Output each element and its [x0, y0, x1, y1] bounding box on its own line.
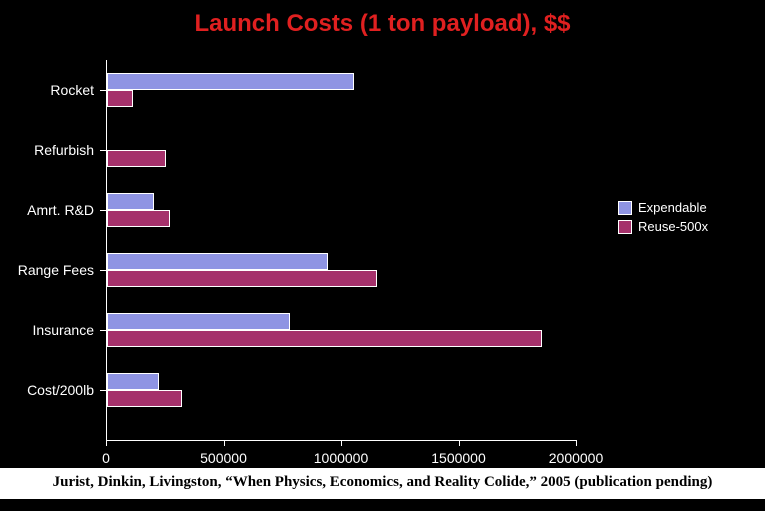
x-tick-label: 500000 — [200, 450, 247, 466]
legend-swatch — [618, 201, 632, 215]
legend: Expendable Reuse-500x — [618, 200, 708, 238]
bar-expendable — [107, 73, 354, 90]
x-tick — [224, 440, 225, 446]
x-tick-label: 0 — [102, 450, 110, 466]
bar-expendable — [107, 193, 154, 210]
category-label: Refurbish — [34, 142, 94, 158]
bar-reuse — [107, 90, 133, 107]
y-tick — [100, 90, 106, 91]
x-tick-label: 1500000 — [431, 450, 486, 466]
legend-label: Expendable — [638, 200, 707, 215]
bar-expendable — [107, 373, 159, 390]
x-tick-label: 1000000 — [314, 450, 369, 466]
y-tick — [100, 150, 106, 151]
x-tick — [576, 440, 577, 446]
category-label: Range Fees — [18, 262, 94, 278]
y-tick — [100, 270, 106, 271]
x-tick — [341, 440, 342, 446]
x-tick — [106, 440, 107, 446]
bar-expendable — [107, 253, 328, 270]
legend-swatch — [618, 220, 632, 234]
bar-reuse — [107, 210, 170, 227]
y-tick — [100, 330, 106, 331]
chart-title: Launch Costs (1 ton payload), $$ — [0, 10, 765, 38]
category-label: Cost/200lb — [27, 382, 94, 398]
chart-container: Launch Costs (1 ton payload), $$ 0500000… — [0, 0, 765, 511]
category-label: Insurance — [33, 322, 94, 338]
bar-expendable — [107, 313, 290, 330]
category-label: Rocket — [50, 82, 94, 98]
category-label: Amrt. R&D — [27, 202, 94, 218]
x-tick-label: 2000000 — [549, 450, 604, 466]
y-tick — [100, 210, 106, 211]
bar-reuse — [107, 330, 542, 347]
plot-area: 0500000100000015000002000000RocketRefurb… — [106, 60, 576, 440]
legend-label: Reuse-500x — [638, 219, 708, 234]
source-caption: Jurist, Dinkin, Livingston, “When Physic… — [0, 468, 765, 499]
legend-item: Expendable — [618, 200, 708, 215]
legend-item: Reuse-500x — [618, 219, 708, 234]
bar-reuse — [107, 270, 377, 287]
y-tick — [100, 390, 106, 391]
bar-reuse — [107, 150, 166, 167]
x-tick — [459, 440, 460, 446]
bar-reuse — [107, 390, 182, 407]
